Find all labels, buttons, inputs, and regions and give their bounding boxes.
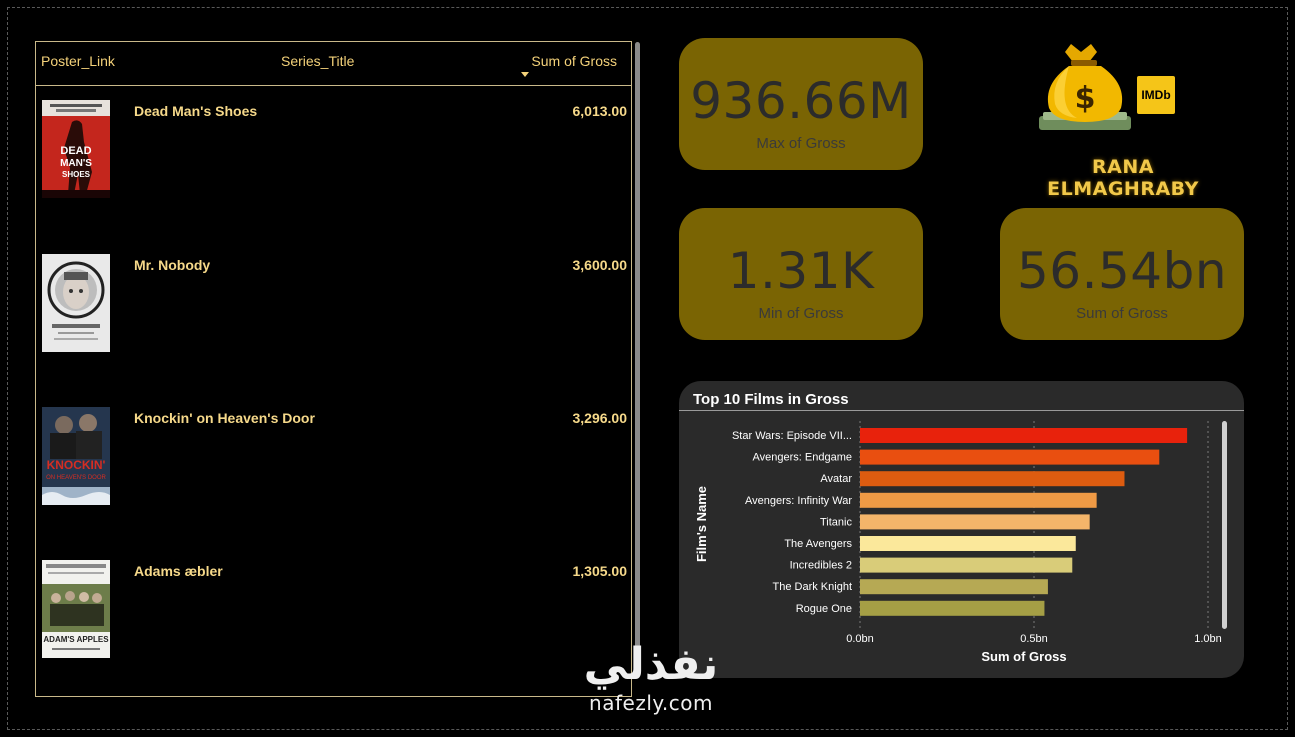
svg-text:DEAD: DEAD: [60, 145, 91, 157]
kpi-card-min-gross[interactable]: 1.31K Min of Gross: [679, 208, 923, 340]
category-label: Avengers: Infinity War: [745, 495, 852, 507]
watermark-arabic: نفذلي: [583, 639, 719, 690]
kpi-label: Min of Gross: [758, 305, 844, 322]
bar[interactable]: [860, 449, 1160, 465]
bar[interactable]: [860, 536, 1076, 551]
category-label: Avengers: Endgame: [753, 452, 852, 464]
series-title: Dead Man's Shoes: [134, 103, 258, 119]
bar[interactable]: [860, 428, 1188, 443]
category-label: Avatar: [820, 473, 852, 485]
kpi-value: 56.54bn: [1016, 242, 1228, 300]
y-axis-title: Film's Name: [694, 486, 709, 562]
poster-image: [42, 254, 110, 352]
sort-descending-icon[interactable]: [521, 72, 529, 77]
table-row[interactable]: ADAM'S APPLES Adams æbler 1,305.00: [36, 546, 631, 696]
svg-text:$: $: [1075, 81, 1096, 116]
watermark-url: nafezly.com: [589, 691, 713, 715]
x-tick-label: 0.0bn: [846, 633, 874, 645]
chart-scrollbar[interactable]: [1222, 421, 1227, 629]
category-label: Rogue One: [796, 603, 852, 615]
money-bag-icon: $: [1039, 44, 1131, 130]
top-films-chart[interactable]: Top 10 Films in Gross 0.0bn 0.5bn 1.0bn Sta…: [679, 381, 1244, 678]
kpi-card-max-gross[interactable]: 936.66M Max of Gross: [679, 38, 923, 170]
category-label: Titanic: [820, 516, 852, 528]
bar[interactable]: [860, 600, 1045, 616]
report-canvas-frame: [7, 7, 1288, 730]
gross-value: 3,600.00: [572, 257, 628, 273]
brand-logo: $ IMDb RANA ELMAGHRABY: [1033, 40, 1213, 200]
chart-plot: 0.0bn 0.5bn 1.0bn Star Wars: Episode VII...…: [694, 421, 1222, 664]
x-tick-label: 1.0bn: [1194, 633, 1222, 645]
table-row[interactable]: DEAD MAN'S SHOES Dead Man's Shoes 6,013.…: [36, 86, 631, 236]
watermark: نفذلي nafezly.com: [566, 640, 736, 735]
bar[interactable]: [860, 471, 1125, 487]
chart-title-divider: [679, 410, 1244, 411]
chart-title: Top 10 Films in Gross: [693, 391, 849, 408]
category-label: Star Wars: Episode VII...: [732, 430, 852, 442]
column-header-poster-link[interactable]: Poster_Link: [41, 53, 115, 69]
gross-value: 3,296.00: [572, 410, 628, 426]
svg-text:SHOES: SHOES: [62, 170, 91, 179]
kpi-label: Sum of Gross: [1076, 305, 1168, 322]
x-tick-label: 0.5bn: [1020, 633, 1048, 645]
gross-value: 6,013.00: [572, 103, 628, 119]
column-header-sum-of-gross[interactable]: Sum of Gross: [531, 53, 617, 69]
table-scrollbar[interactable]: [635, 42, 640, 652]
category-label: Incredibles 2: [790, 560, 852, 572]
series-title: Knockin' on Heaven's Door: [134, 410, 315, 426]
gross-value: 1,305.00: [572, 563, 628, 579]
kpi-value: 936.66M: [690, 72, 912, 130]
bar[interactable]: [860, 514, 1090, 530]
poster-image: ADAM'S APPLES: [42, 560, 110, 658]
table-header: Poster_Link Series_Title Sum of Gross: [36, 42, 631, 86]
poster-image: KNOCKIN' ON HEAVEN'S DOOR: [42, 407, 110, 505]
kpi-label: Max of Gross: [756, 135, 846, 152]
column-header-series-title[interactable]: Series_Title: [281, 53, 355, 69]
kpi-value: 1.31K: [727, 242, 875, 300]
table-row[interactable]: KNOCKIN' ON HEAVEN'S DOOR Knockin' on He…: [36, 393, 631, 543]
imdb-badge: IMDb: [1137, 76, 1175, 114]
category-label: The Dark Knight: [773, 581, 852, 593]
bar[interactable]: [860, 492, 1097, 508]
category-label: The Avengers: [784, 538, 852, 550]
svg-text:KNOCKIN': KNOCKIN': [47, 458, 106, 472]
bar[interactable]: [860, 579, 1048, 595]
svg-text:ON HEAVEN'S DOOR: ON HEAVEN'S DOOR: [46, 475, 106, 481]
series-title: Adams æbler: [134, 563, 223, 579]
brand-name: RANA ELMAGHRABY: [1047, 156, 1199, 200]
poster-image: DEAD MAN'S SHOES: [42, 100, 110, 198]
table-row[interactable]: Mr. Nobody 3,600.00: [36, 240, 631, 390]
series-title: Mr. Nobody: [134, 257, 211, 273]
kpi-card-sum-gross[interactable]: 56.54bn Sum of Gross: [1000, 208, 1244, 340]
svg-text:ADAM'S APPLES: ADAM'S APPLES: [43, 635, 109, 644]
x-axis-title: Sum of Gross: [981, 649, 1066, 664]
svg-text:MAN'S: MAN'S: [60, 158, 92, 169]
gross-table[interactable]: Poster_Link Series_Title Sum of Gross DE…: [35, 41, 632, 697]
bar[interactable]: [860, 557, 1073, 573]
